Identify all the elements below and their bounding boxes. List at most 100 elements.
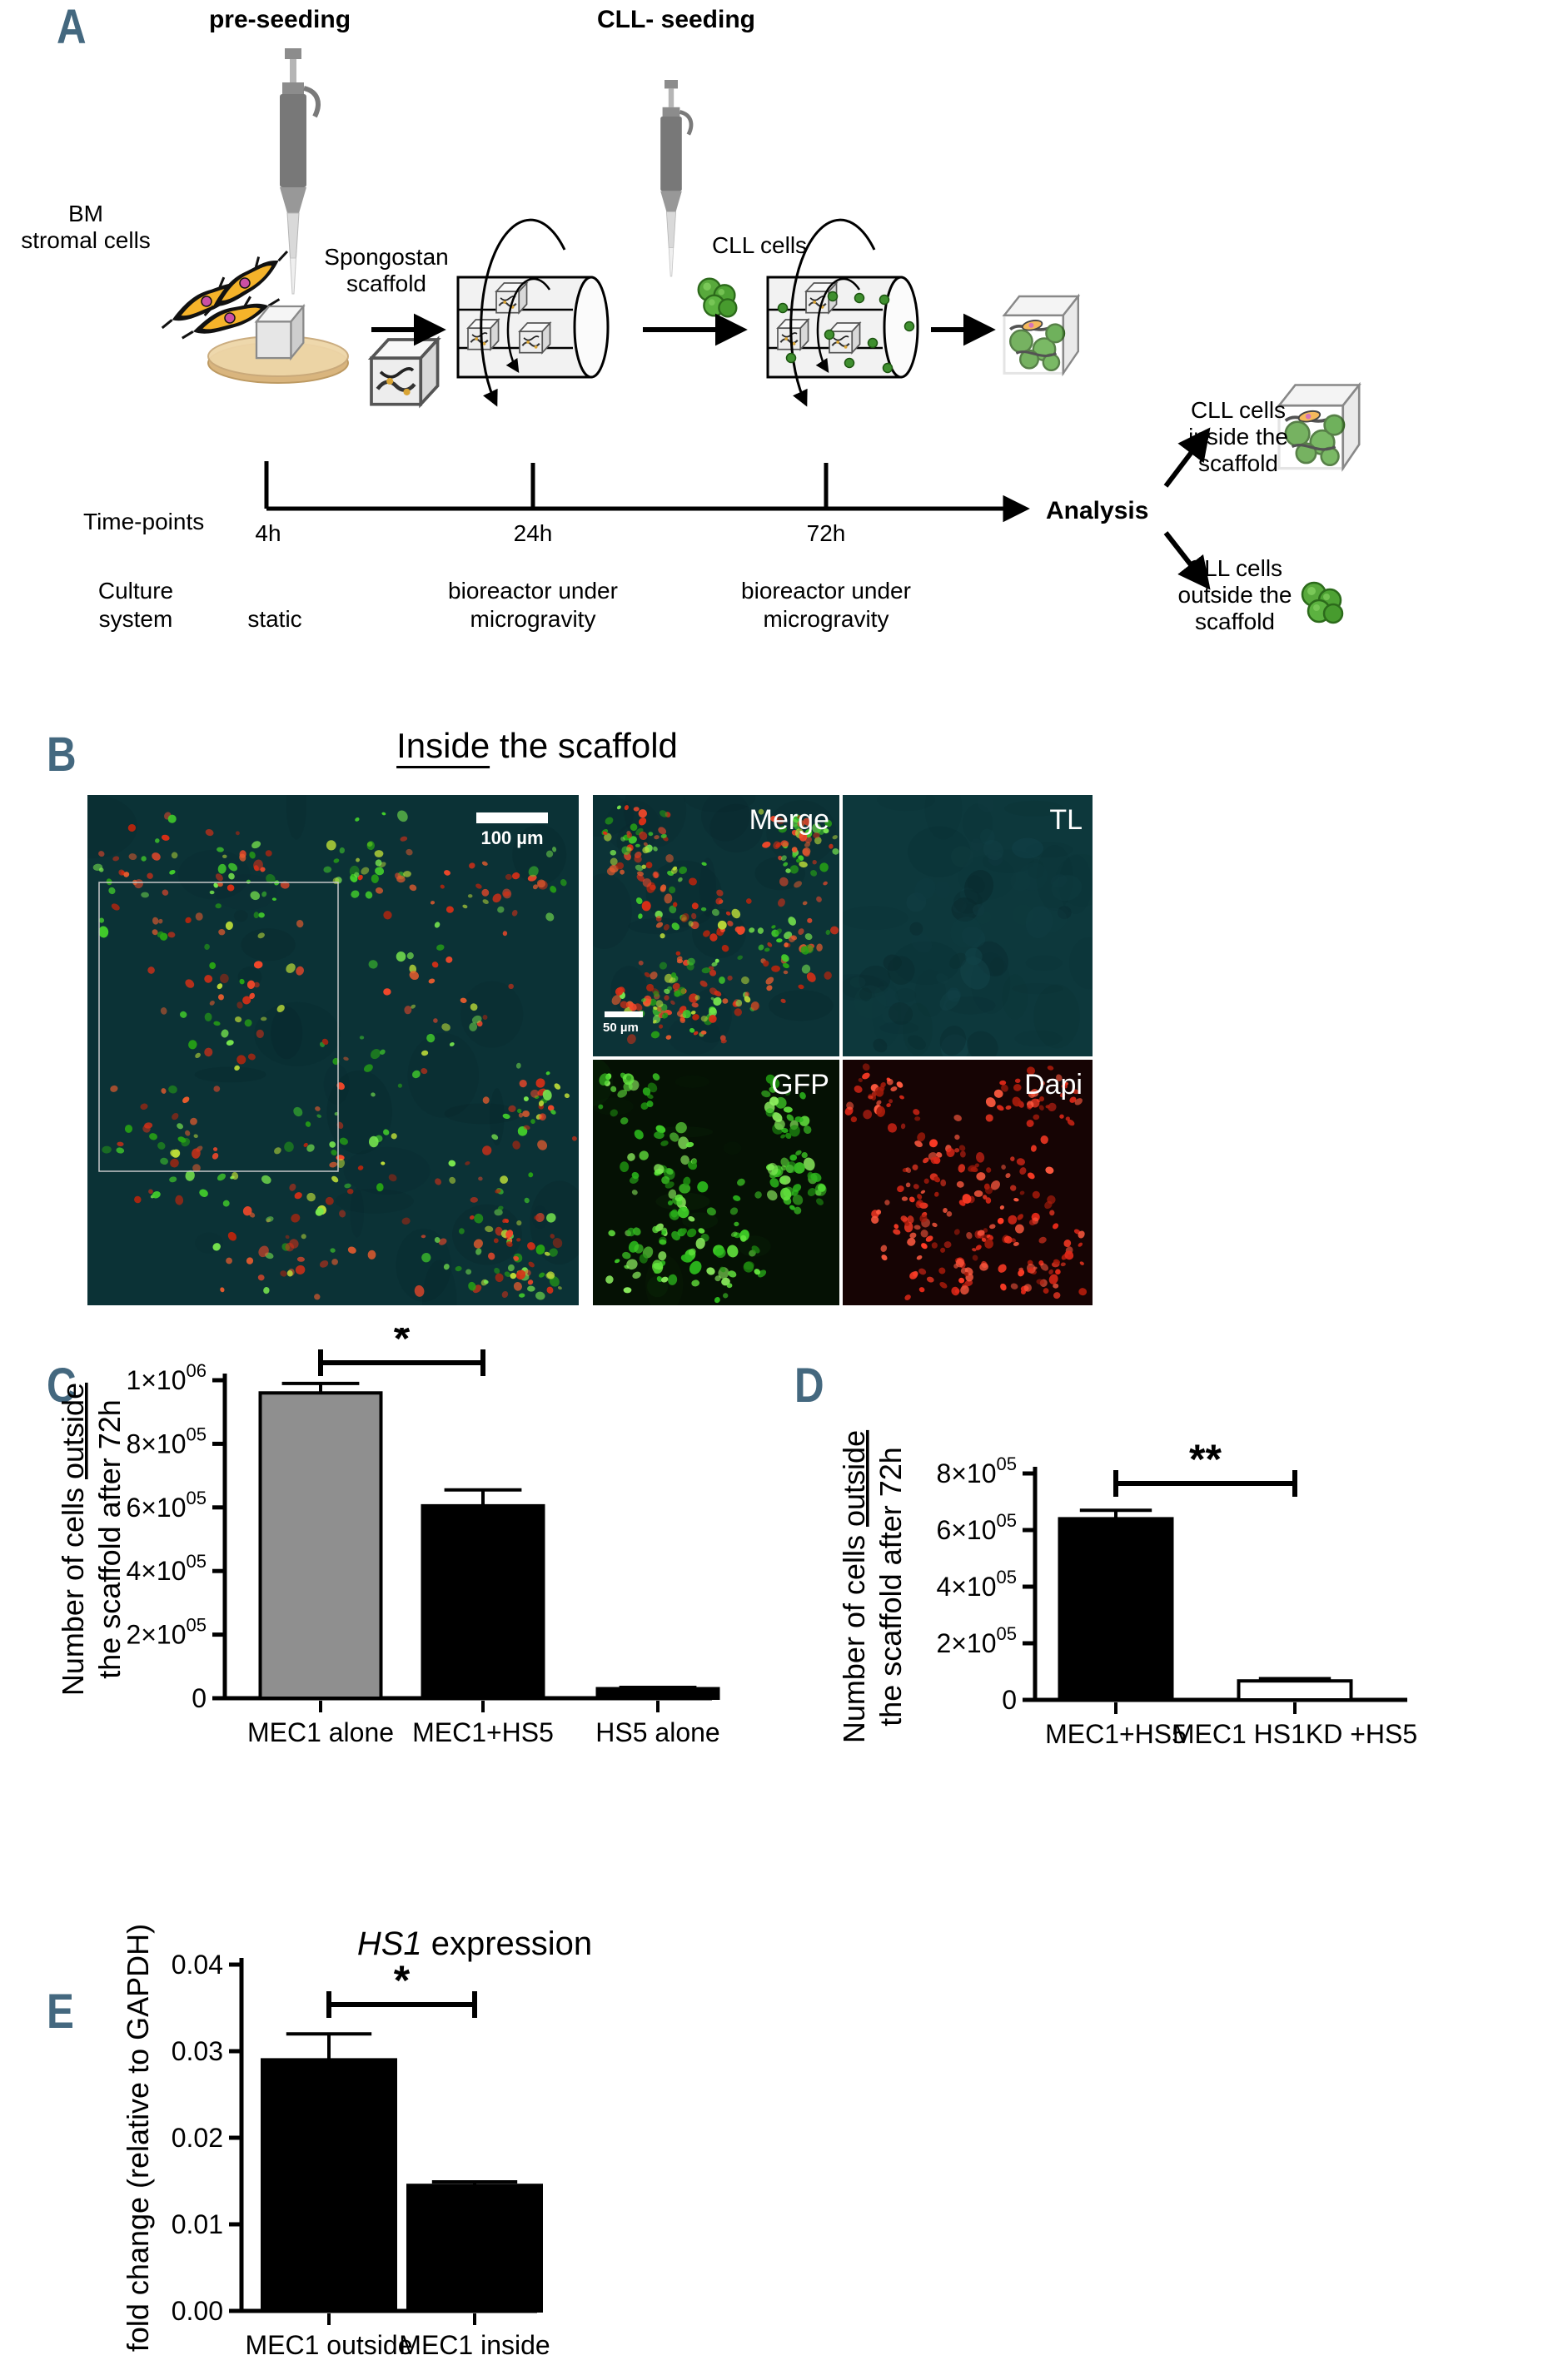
culture-label-line1: Culture xyxy=(97,578,174,604)
timeline-axis xyxy=(264,461,1030,523)
analysis-branch-arrow xyxy=(1163,427,1211,590)
chart-cells-outside-hs1kd: Number of cells outside the scaffold afte… xyxy=(837,1430,1417,1749)
timepoint-24h: 24h xyxy=(513,520,553,546)
outcome-outside-line2: outside the xyxy=(1177,582,1292,608)
culture-static-label: static xyxy=(247,606,302,632)
significance-stars: * xyxy=(394,1328,411,1362)
merge-panel-label: Merge xyxy=(749,804,829,836)
time-points-label: Time-points xyxy=(83,509,205,534)
y-tick-label: 6×1005 xyxy=(126,1488,207,1523)
svg-text:Number of cells outside: Number of cells outside xyxy=(56,1383,90,1696)
svg-text:Number of cells outside: Number of cells outside xyxy=(837,1430,871,1743)
pipette-icon xyxy=(280,48,318,294)
scalebar-50um-label: 50 µm xyxy=(603,1021,639,1035)
panel-b-title: Inside the scaffold xyxy=(396,726,678,768)
y-tick-label: 2×1005 xyxy=(126,1615,207,1650)
bar-mec1-outside xyxy=(261,2058,397,2313)
x-category-label: MEC1 inside xyxy=(399,2330,550,2360)
bioreactor-icon xyxy=(458,220,608,405)
microscopy-dapi-image xyxy=(843,1060,1093,1305)
svg-text:fold change (relative to GAPDH: fold change (relative to GAPDH) xyxy=(121,1924,155,2352)
scalebar-50um xyxy=(605,1011,643,1017)
x-category-label: MEC1 alone xyxy=(247,1717,394,1747)
roi-rectangle xyxy=(98,882,339,1172)
bar-mec1-alone xyxy=(258,1391,383,1700)
y-tick-label: 0 xyxy=(1002,1685,1017,1715)
significance-stars: ** xyxy=(1189,1436,1222,1483)
panel-b-title-underlined: Inside xyxy=(396,726,490,768)
svg-text:the scaffold after 72h: the scaffold after 72h xyxy=(874,1447,908,1727)
y-tick-label: 4×1005 xyxy=(936,1567,1017,1602)
y-tick-label: 0.00 xyxy=(172,2296,223,2326)
bar-mec1-hs5 xyxy=(421,1503,545,1700)
petri-dish-icon xyxy=(207,305,349,384)
dapi-panel-label: Dapi xyxy=(1024,1069,1083,1101)
y-axis-title: Number of cells outside the scaffold afte… xyxy=(837,1430,908,1743)
cll-cluster-icon xyxy=(1301,581,1344,624)
chart-cells-outside-72h: Number of cells outside the scaffold afte… xyxy=(56,1328,720,1747)
y-tick-label: 0.02 xyxy=(172,2123,223,2153)
panel-a-diagram xyxy=(152,0,1361,624)
microscopy-main-image xyxy=(87,795,579,1305)
y-tick-label: 0 xyxy=(192,1683,207,1713)
x-category-label: HS5 alone xyxy=(595,1717,719,1747)
scalebar-100um xyxy=(476,812,548,823)
bm-label-line1: BM xyxy=(68,201,103,226)
y-tick-label: 1×1006 xyxy=(126,1360,207,1395)
panel-a-label: A xyxy=(57,0,87,54)
x-category-label: MEC1+HS5 xyxy=(412,1717,554,1747)
scaffold-cube-icon xyxy=(371,340,438,405)
outcome-outside-line3: scaffold xyxy=(1195,609,1275,634)
outcome-outside-line1: CLL cells xyxy=(1187,555,1283,581)
bioreactor1-label-line2: microgravity xyxy=(470,606,596,632)
y-tick-label: 0.03 xyxy=(172,2036,223,2066)
spongostan-label-line1: Spongostan xyxy=(324,244,449,270)
bar-mec1-hs1kd-hs5 xyxy=(1237,1679,1353,1702)
cll-seeding-label: CLL- seeding xyxy=(596,6,756,33)
significance-stars: * xyxy=(394,1957,411,2004)
outcome-inside-line1: CLL cells xyxy=(1190,397,1287,423)
y-tick-label: 2×1005 xyxy=(936,1623,1017,1658)
tl-panel-label: TL xyxy=(1049,804,1083,836)
x-category-label: MEC1+HS5 xyxy=(1045,1719,1187,1749)
bioreactor2-label-line2: microgravity xyxy=(763,606,889,632)
cll-cells-label: CLL cells xyxy=(711,232,808,258)
y-tick-label: 8×1005 xyxy=(936,1453,1017,1488)
bar-mec1-inside xyxy=(406,2184,543,2313)
bioreactor2-label-line1: bioreactor under xyxy=(741,578,911,604)
y-axis-title: Number of cells outside the scaffold afte… xyxy=(56,1383,127,1696)
svg-text:the scaffold after 72h: the scaffold after 72h xyxy=(92,1399,127,1679)
bioreactor1-label-line1: bioreactor under xyxy=(448,578,618,604)
y-axis-title: fold change (relative to GAPDH) xyxy=(121,1924,155,2352)
chart-title: HS1 expression xyxy=(357,1925,592,1962)
outcome-inside-line3: scaffold xyxy=(1198,450,1278,476)
panel-d-label: D xyxy=(794,1359,824,1413)
panel-b-title-rest: the scaffold xyxy=(490,726,678,765)
cll-dots xyxy=(777,291,915,374)
gfp-panel-label: GFP xyxy=(771,1069,829,1101)
y-tick-label: 0.04 xyxy=(172,1950,223,1980)
y-tick-label: 6×1005 xyxy=(936,1510,1017,1545)
panel-c-label: C xyxy=(47,1359,77,1413)
bar-mec1-hs5 xyxy=(1058,1517,1174,1702)
pipette-icon xyxy=(660,80,691,276)
y-tick-label: 4×1005 xyxy=(126,1551,207,1586)
outcome-inside-line2: inside the xyxy=(1188,424,1288,450)
cells-cube-icon xyxy=(1003,295,1080,375)
pre-seeding-label: pre-seeding xyxy=(208,6,351,33)
timepoint-72h: 72h xyxy=(806,520,846,546)
panel-e-label: E xyxy=(47,1985,74,2039)
culture-label-line2: system xyxy=(98,606,173,632)
spongostan-label-line2: scaffold xyxy=(346,271,426,296)
bm-label-line2: stromal cells xyxy=(21,227,151,253)
cll-cluster-icon xyxy=(697,277,738,318)
timepoint-4h: 4h xyxy=(255,520,281,546)
microscopy-tl-image xyxy=(843,795,1093,1056)
analysis-label: Analysis xyxy=(1046,497,1149,524)
microscopy-gfp-image xyxy=(593,1060,839,1305)
x-category-label: MEC1 outside xyxy=(246,2330,413,2360)
cells-cube-icon xyxy=(1277,383,1361,470)
panel-b-label: B xyxy=(47,728,77,782)
x-category-label: MEC1 HS1KD +HS5 xyxy=(1172,1719,1417,1749)
